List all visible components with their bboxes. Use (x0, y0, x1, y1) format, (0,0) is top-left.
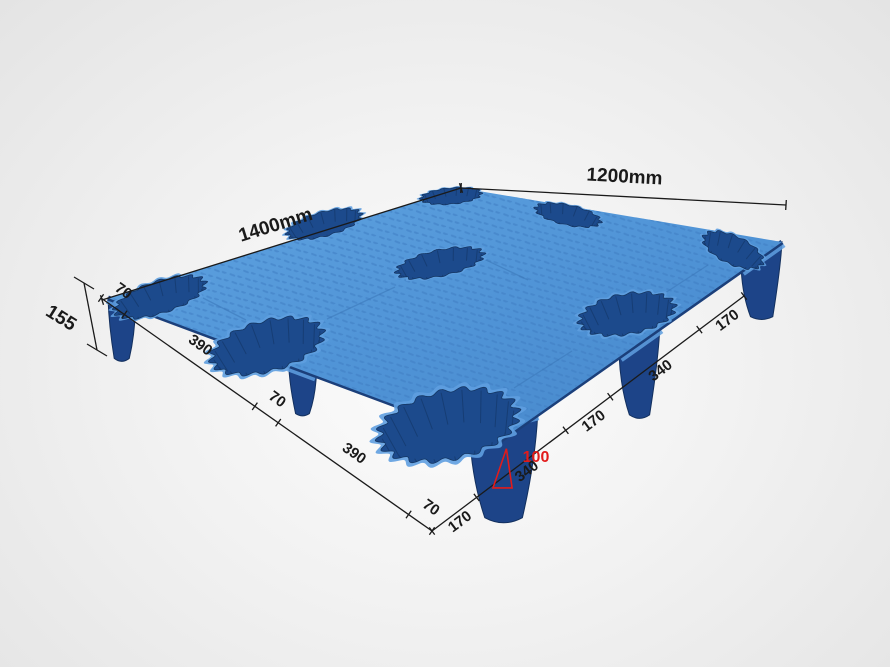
svg-text:170: 170 (712, 306, 742, 335)
svg-text:390: 390 (339, 439, 369, 467)
svg-text:1200mm: 1200mm (586, 165, 663, 190)
svg-text:170: 170 (445, 507, 475, 536)
svg-text:170: 170 (579, 407, 609, 436)
svg-text:70: 70 (265, 388, 288, 412)
svg-text:70: 70 (419, 496, 442, 520)
svg-text:155: 155 (42, 301, 80, 336)
